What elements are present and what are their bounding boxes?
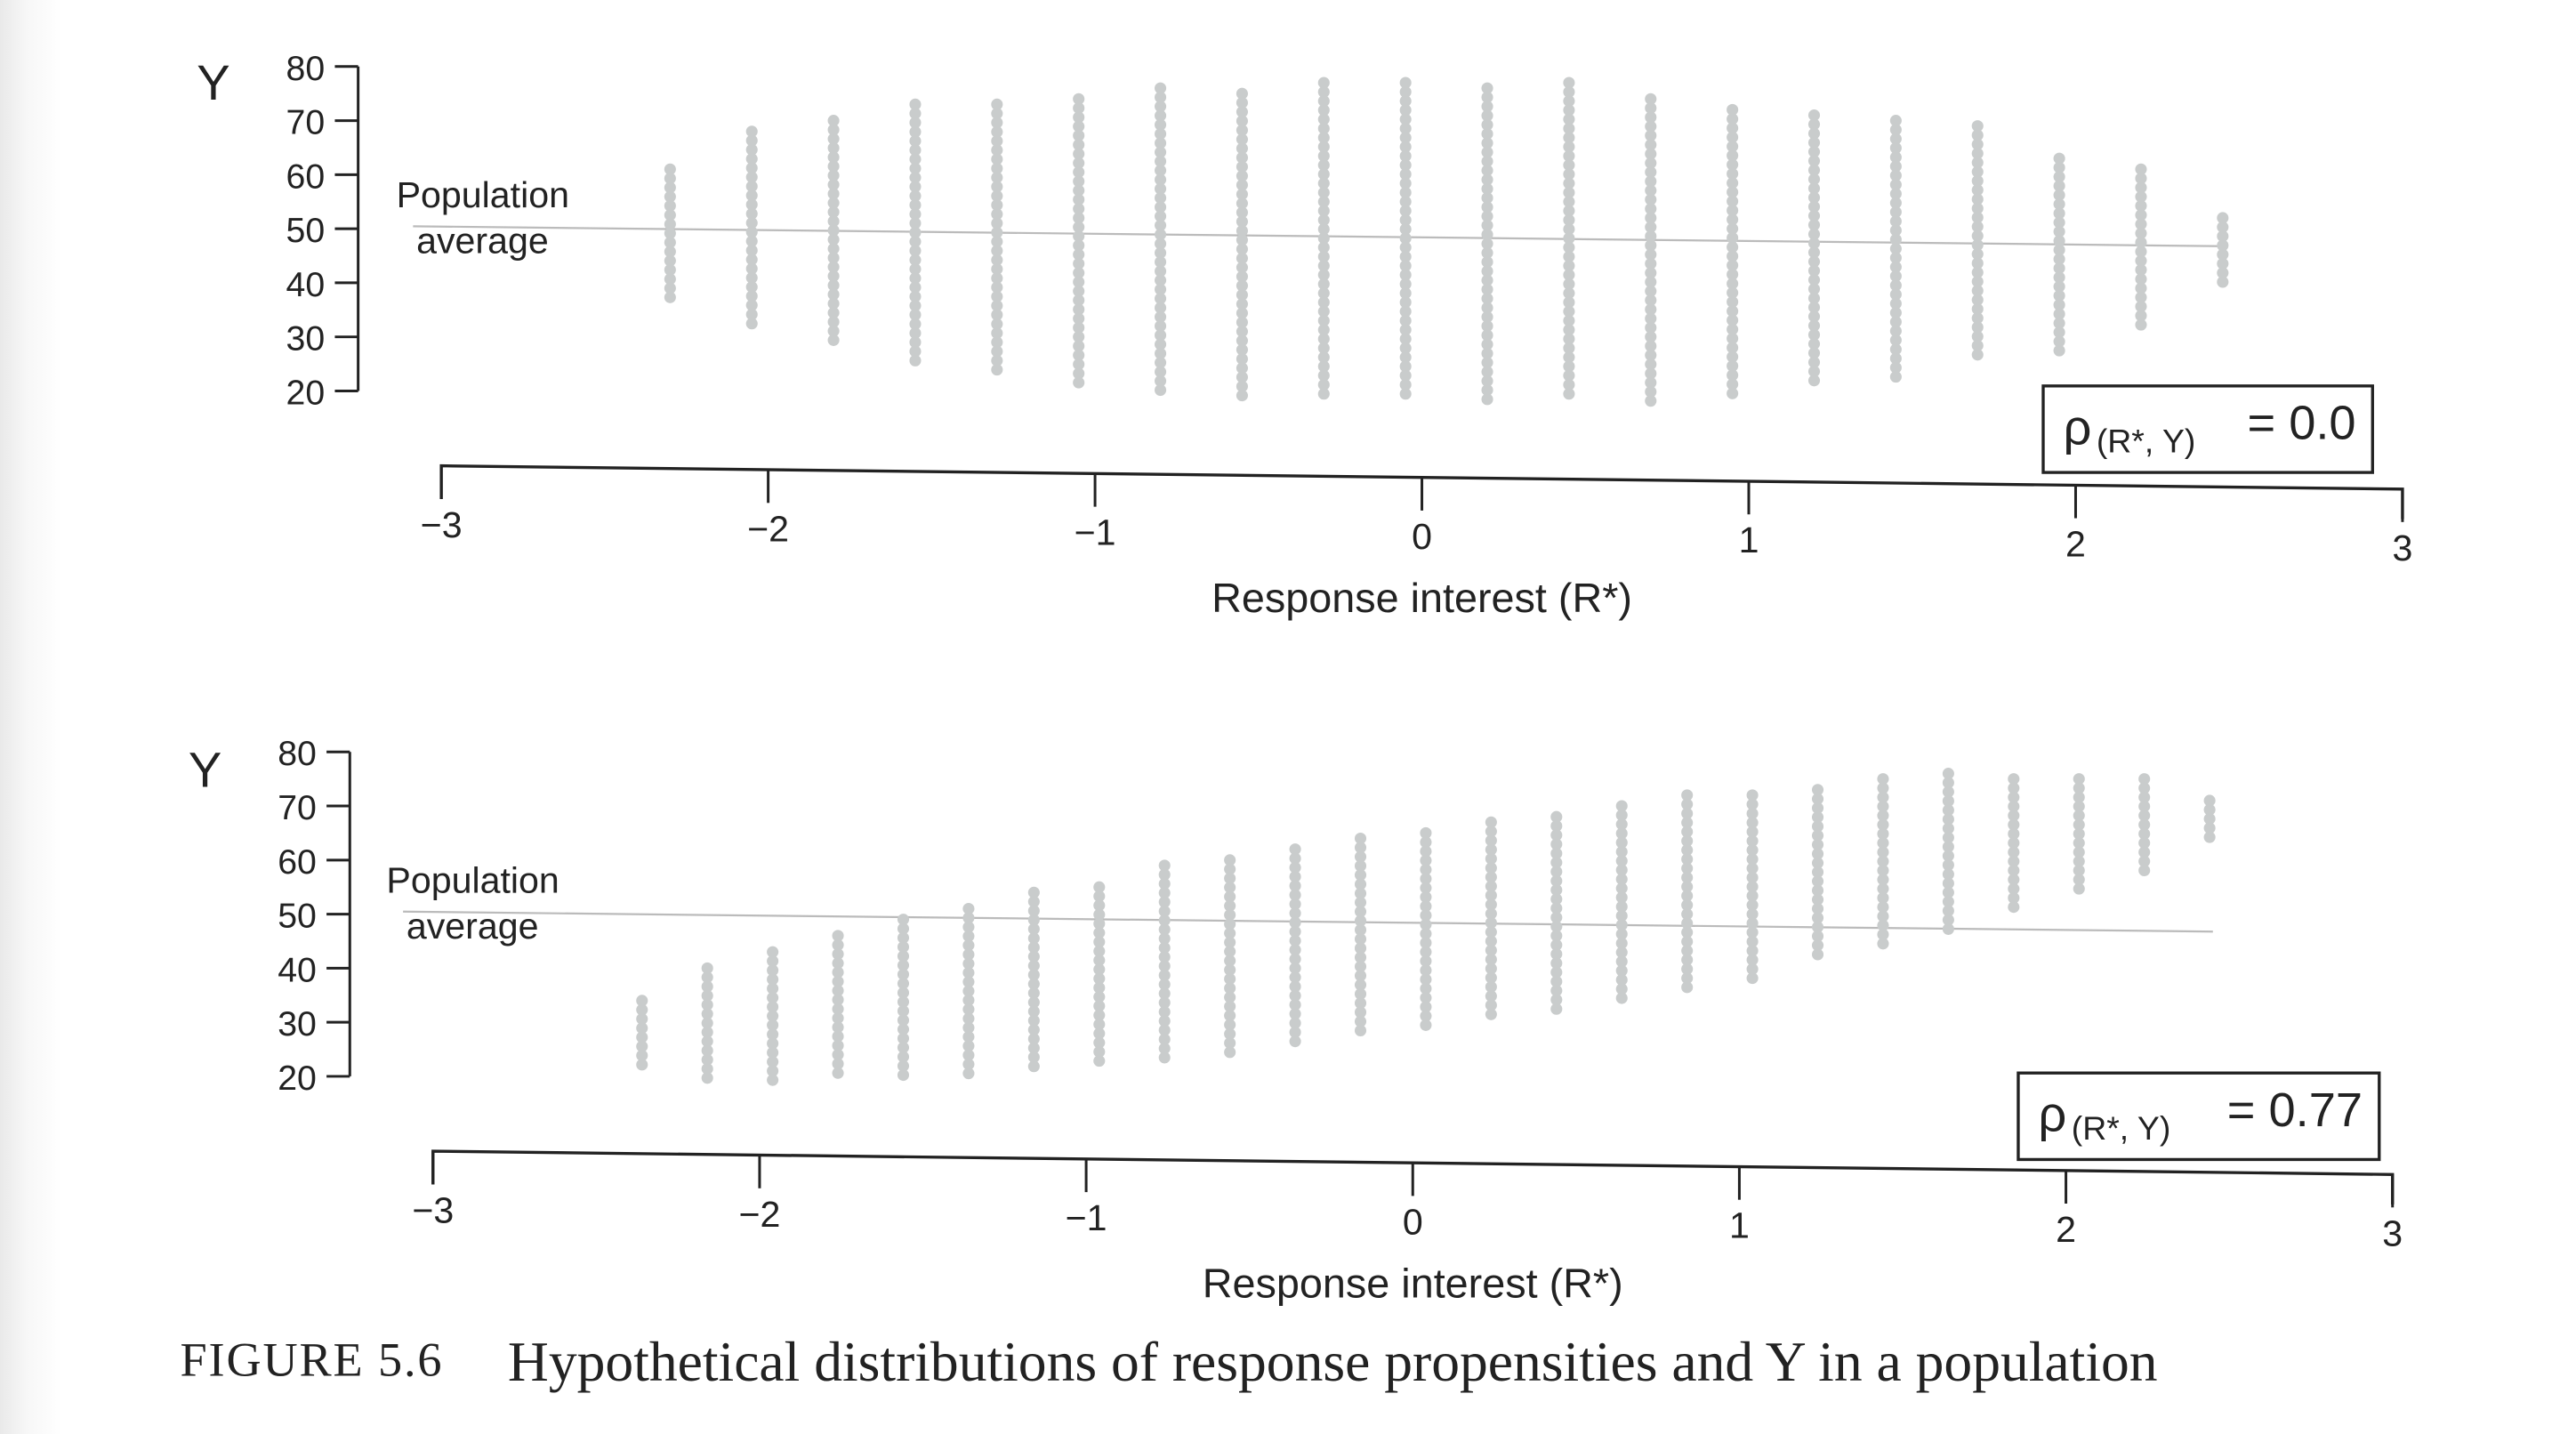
x-tick-label: −1 bbox=[1075, 512, 1116, 553]
x-tick-label: −2 bbox=[747, 508, 789, 549]
correlation-box bbox=[2017, 1071, 2381, 1162]
population-average-line bbox=[403, 910, 2213, 933]
rho-subscript: (R*, Y) bbox=[2072, 1109, 2171, 1147]
y-tick-label: 80 bbox=[278, 734, 317, 773]
annotation-population: Population bbox=[397, 174, 569, 215]
y-tick-label: 50 bbox=[286, 211, 326, 250]
x-tick-label: 1 bbox=[1729, 1205, 1750, 1246]
y-tick-label: 60 bbox=[286, 157, 326, 196]
annotation-average: average bbox=[407, 906, 539, 947]
population-average-line bbox=[413, 225, 2223, 247]
rho-symbol: ρ bbox=[2063, 399, 2091, 455]
x-axis-label: Response interest (R*) bbox=[1212, 575, 1632, 621]
rho-value: = 0.77 bbox=[2227, 1084, 2363, 1137]
y-tick-label: 70 bbox=[278, 788, 317, 827]
y-tick-label: 70 bbox=[286, 103, 326, 142]
bottom-panel: Y 80 70 60 50 40 30 20 Population average −3 −2 −1 0 1… bbox=[189, 734, 2403, 1306]
x-tick-label: 2 bbox=[2065, 524, 2086, 565]
y-tick-label: 40 bbox=[278, 950, 317, 989]
x-tick-label: −3 bbox=[412, 1190, 454, 1231]
caption-text: Hypothetical distributions of response p… bbox=[508, 1330, 2158, 1393]
x-tick-label: 1 bbox=[1739, 520, 1759, 560]
annotation-population: Population bbox=[386, 859, 559, 900]
y-tick-label: 40 bbox=[286, 265, 326, 304]
y-tick-label: 80 bbox=[286, 49, 326, 88]
x-tick-label: −2 bbox=[738, 1194, 780, 1235]
x-axis-label: Response interest (R*) bbox=[1203, 1261, 1623, 1307]
y-axis-label: Y bbox=[197, 54, 229, 110]
rho-subscript: (R*, Y) bbox=[2097, 423, 2196, 460]
y-tick-label: 60 bbox=[278, 842, 317, 882]
rho-value: = 0.0 bbox=[2247, 397, 2355, 450]
y-axis-label: Y bbox=[189, 742, 221, 798]
x-tick-label: 0 bbox=[1412, 516, 1432, 557]
x-tick-label: 2 bbox=[2056, 1209, 2076, 1250]
x-tick-label: 3 bbox=[2382, 1212, 2403, 1253]
annotation-average: average bbox=[416, 220, 549, 261]
y-tick-label: 30 bbox=[278, 1004, 317, 1043]
y-tick-label: 50 bbox=[278, 897, 317, 936]
y-tick-label: 20 bbox=[286, 373, 326, 412]
x-tick-label: 3 bbox=[2393, 528, 2413, 568]
y-tick-label: 20 bbox=[278, 1059, 317, 1098]
top-panel: Y 80 70 60 50 40 30 20 Population average −3 −2 −1 0 1… bbox=[197, 49, 2412, 621]
rho-symbol: ρ bbox=[2038, 1086, 2066, 1142]
correlation-box bbox=[2041, 384, 2374, 474]
y-tick-label: 30 bbox=[286, 319, 326, 358]
x-tick-label: −3 bbox=[421, 504, 463, 545]
x-tick-label: −1 bbox=[1066, 1197, 1107, 1238]
caption-label: FIGURE 5.6 bbox=[181, 1333, 444, 1387]
x-tick-label: 0 bbox=[1403, 1201, 1423, 1242]
